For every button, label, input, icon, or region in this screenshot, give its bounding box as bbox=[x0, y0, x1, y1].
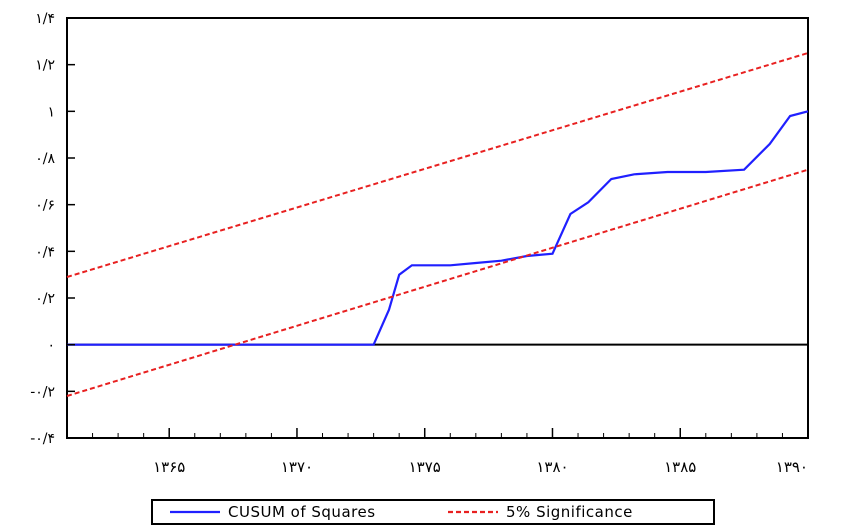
series-layer bbox=[66, 52, 809, 397]
legend-label: 5% Significance bbox=[506, 503, 633, 521]
series-line-upper-bound bbox=[66, 52, 809, 278]
y-tick-label: ۱/۴ bbox=[35, 11, 55, 27]
legend-box bbox=[151, 499, 715, 525]
plot-area bbox=[66, 17, 809, 439]
y-tick-label: ۰/۸ bbox=[35, 151, 55, 167]
x-tick-label: ۱۳۷۰ bbox=[281, 458, 313, 476]
legend-label: CUSUM of Squares bbox=[228, 503, 376, 521]
x-tick-label: ۱۳۷۵ bbox=[409, 458, 441, 476]
legend: CUSUM of Squares 5% Significance bbox=[151, 499, 715, 525]
x-tick-label: ۱۳۶۵ bbox=[153, 458, 185, 476]
y-tick-label: ۰/۴ bbox=[35, 244, 55, 260]
plot-frame bbox=[66, 17, 809, 439]
y-tick-label: ۰ bbox=[47, 338, 55, 354]
x-tick-label: ۱۳۸۰ bbox=[536, 458, 568, 476]
series-line-cusum bbox=[67, 110, 809, 346]
y-tick-label: ۱ bbox=[47, 104, 55, 120]
series-line-lower-bound bbox=[66, 168, 809, 397]
x-axis: ۱۳۶۵ ۱۳۷۰ ۱۳۷۵ ۱۳۸۰ ۱۳۸۵ ۱۳۹۰ bbox=[66, 428, 809, 476]
y-tick-label: -۰/۲ bbox=[30, 384, 55, 400]
x-tick-label: ۱۳۸۵ bbox=[664, 458, 696, 476]
y-axis: -۰/۴ -۰/۲ ۰ ۰/۲ ۰/۴ ۰/۶ ۰/۸ ۱ ۱/۲ ۱/۴ bbox=[30, 11, 75, 447]
y-tick-label: ۰/۶ bbox=[35, 198, 55, 214]
y-tick-label: ۰/۲ bbox=[35, 291, 55, 307]
y-tick-label: ۱/۲ bbox=[35, 58, 55, 74]
y-tick-label: -۰/۴ bbox=[30, 431, 55, 447]
x-tick-label: ۱۳۹۰ bbox=[776, 458, 808, 476]
